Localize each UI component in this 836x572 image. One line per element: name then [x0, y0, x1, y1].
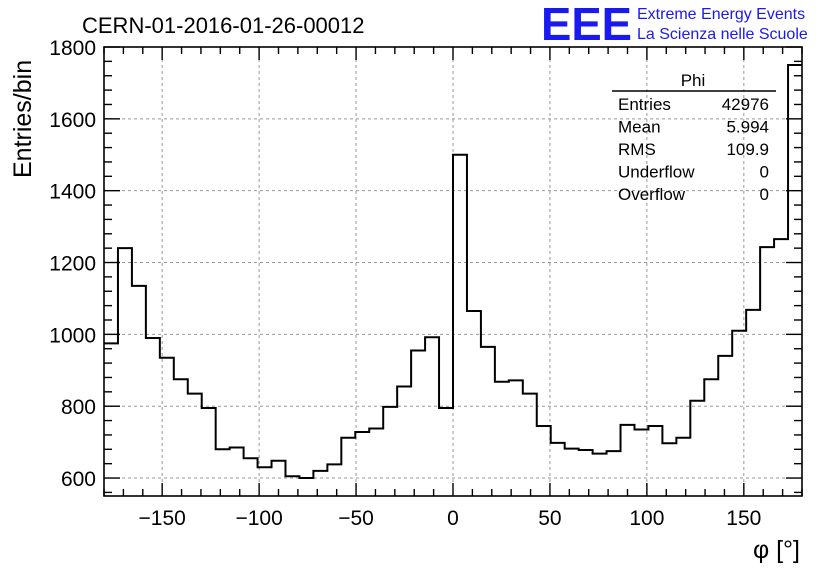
- y-tick-label: 1200: [49, 253, 96, 276]
- y-tick-labels: 600 800 1000 1200 1400 1600 1800: [49, 37, 96, 491]
- stats-label: Overflow: [618, 185, 686, 204]
- eee-logo: EEE Extreme Energy Events La Scienza nel…: [541, 0, 808, 50]
- eee-logo-line2: La Scienza nelle Scuole: [637, 26, 808, 43]
- x-tick-label: 50: [538, 507, 561, 530]
- x-tick-label: −150: [139, 507, 186, 530]
- stats-label: Underflow: [618, 163, 695, 182]
- x-tick-labels: −150 −100 −50 0 50 100 150: [139, 507, 762, 530]
- plot-title: CERN-01-2016-01-26-00012: [82, 13, 365, 38]
- stats-label: Entries: [618, 95, 671, 114]
- histogram-line: [104, 63, 802, 480]
- y-tick-label: 1400: [49, 181, 96, 204]
- y-tick-label: 1600: [49, 109, 96, 132]
- stats-label: RMS: [618, 140, 656, 159]
- stats-label: Mean: [618, 118, 661, 137]
- stats-value: 5.994: [726, 118, 769, 137]
- y-tick-label: 1000: [49, 324, 96, 347]
- stats-value: 42976: [722, 95, 769, 114]
- stats-box: Phi Entries 42976 Mean 5.994 RMS 109.9 Underfl…: [612, 71, 776, 204]
- stats-title: Phi: [681, 71, 706, 90]
- stats-value: 0: [760, 185, 769, 204]
- stats-rows: Entries 42976 Mean 5.994 RMS 109.9 Underflow 0 O…: [618, 95, 769, 204]
- x-tick-label: 100: [629, 507, 664, 530]
- y-axis-title: Entries/bin: [9, 60, 37, 178]
- x-axis-title: φ [°]: [753, 536, 800, 564]
- y-tick-label: 1800: [49, 37, 96, 60]
- x-tick-label: 0: [447, 507, 459, 530]
- x-tick-label: −50: [338, 507, 374, 530]
- y-tick-label: 800: [61, 396, 96, 419]
- y-tick-label: 600: [61, 468, 96, 491]
- axis-ticks: [103, 46, 803, 496]
- x-tick-label: −100: [235, 507, 282, 530]
- eee-logo-line1: Extreme Energy Events: [637, 6, 805, 23]
- x-tick-label: 150: [726, 507, 761, 530]
- stats-value: 0: [760, 163, 769, 182]
- eee-logo-mark: EEE: [541, 0, 632, 50]
- stats-value: 109.9: [726, 140, 769, 159]
